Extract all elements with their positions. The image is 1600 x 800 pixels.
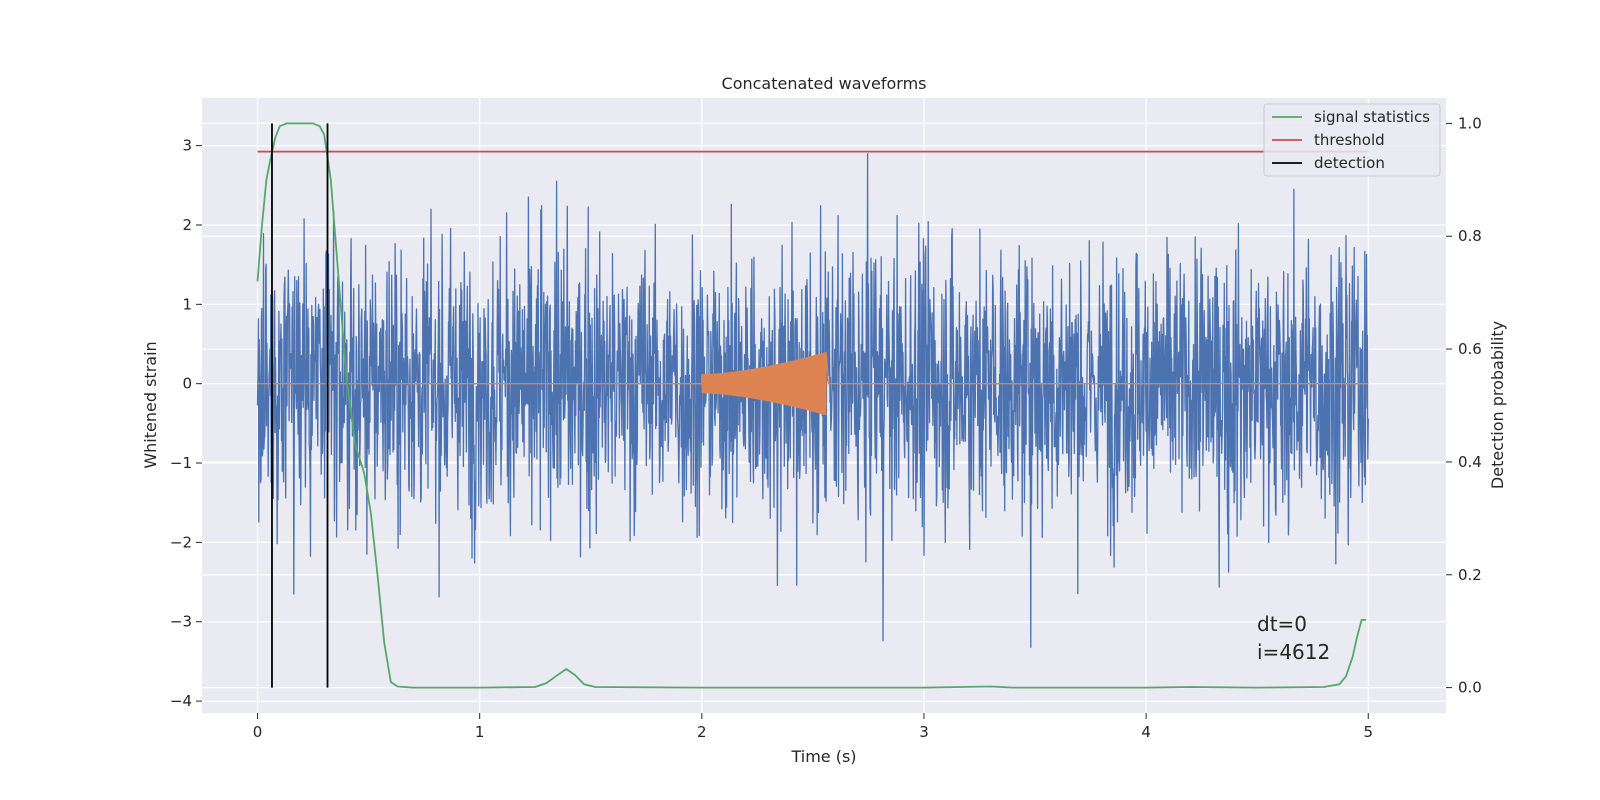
legend: signal statistics threshold detection xyxy=(1263,103,1441,177)
legend-label-detection: detection xyxy=(1314,154,1385,172)
legend-label-signal-statistics: signal statistics xyxy=(1314,108,1430,126)
y-tick-label: −2 xyxy=(170,533,192,551)
legend-label-threshold: threshold xyxy=(1314,131,1385,149)
detection-series xyxy=(271,123,329,688)
y-tick-label: −4 xyxy=(170,692,192,710)
injected-waveform-line xyxy=(257,351,1369,416)
y-tick-label: −1 xyxy=(170,454,192,472)
y-tick-label: −3 xyxy=(170,613,192,631)
y-tick-label: 3 xyxy=(182,137,192,155)
x-tick-label: 2 xyxy=(697,723,707,741)
injected-waveform-series xyxy=(257,351,1369,416)
y2-tick-label: 0.0 xyxy=(1458,679,1482,697)
legend-box xyxy=(1263,103,1441,177)
x-tick-label: 5 xyxy=(1363,723,1373,741)
x-axis-label: Time (s) xyxy=(790,747,856,766)
y2-tick-label: 1.0 xyxy=(1458,114,1482,132)
x-tick-label: 4 xyxy=(1141,723,1151,741)
x-tick-label: 3 xyxy=(919,723,929,741)
noise-strain-line xyxy=(256,152,1369,648)
y-axis-label: Whitened strain xyxy=(141,341,160,468)
x-tick-label: 1 xyxy=(475,723,485,741)
y-tick-label: 0 xyxy=(182,375,192,393)
signal-statistics-series xyxy=(256,122,1366,689)
y-tick-label: 2 xyxy=(182,216,192,234)
y2-tick-label: 0.2 xyxy=(1458,566,1482,584)
x-tick-label: 0 xyxy=(253,723,263,741)
chart-title: Concatenated waveforms xyxy=(722,74,927,93)
y2-tick-label: 0.4 xyxy=(1458,453,1482,471)
annotation-index: i=4612 xyxy=(1257,640,1330,664)
noise-strain-series xyxy=(256,152,1369,648)
signal-statistics-line xyxy=(256,122,1366,689)
y2-tick-label: 0.6 xyxy=(1458,340,1482,358)
y2-tick-label: 0.8 xyxy=(1458,227,1482,245)
annotation-dt: dt=0 xyxy=(1257,612,1307,636)
axis-ticks: 0 1 2 3 4 5 −4 −3 −2 −1 0 1 2 3 0.0 0.2 0.4 0.6 0.8 1.0 xyxy=(170,114,1482,741)
y-tick-label: 1 xyxy=(182,295,192,313)
y2-axis-label: Detection probability xyxy=(1488,321,1507,489)
